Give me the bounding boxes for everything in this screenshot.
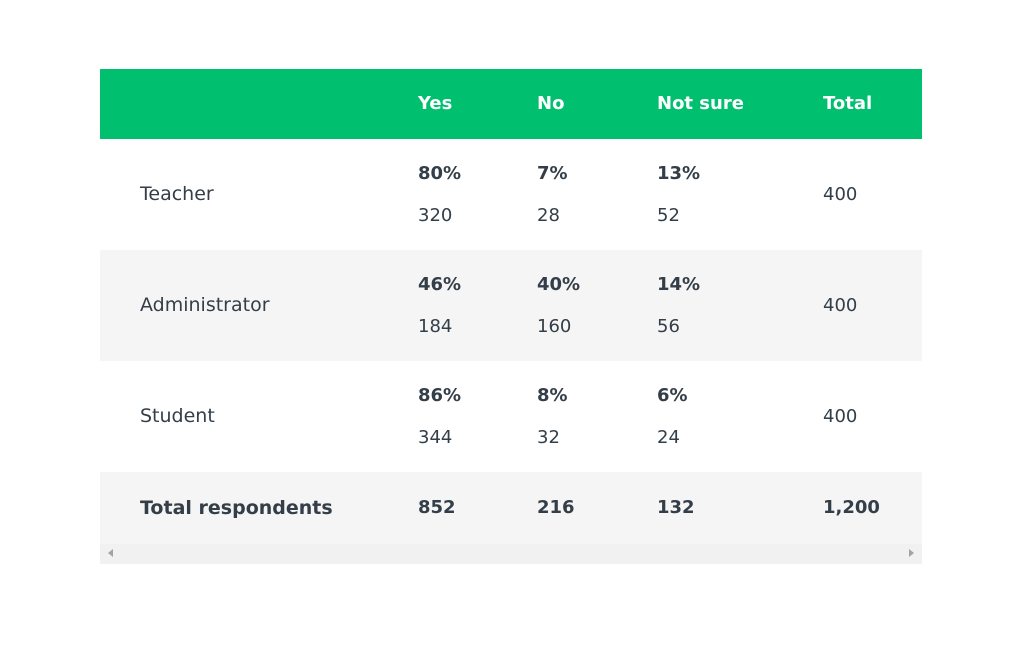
row-label: Teacher bbox=[140, 183, 214, 205]
scroll-right-arrow-icon[interactable] bbox=[909, 549, 914, 557]
percentage: 46% bbox=[418, 274, 462, 295]
count: 160 bbox=[537, 316, 572, 337]
count: 32 bbox=[537, 427, 560, 448]
row-label: Administrator bbox=[140, 294, 270, 316]
count: 24 bbox=[657, 427, 680, 448]
row-total: 400 bbox=[823, 406, 858, 427]
percentage: 8% bbox=[537, 385, 568, 406]
scroll-left-arrow-icon[interactable] bbox=[108, 549, 113, 557]
row-label: Student bbox=[140, 405, 215, 427]
table-row-totals: Total respondents 852 216 132 1,200 bbox=[100, 472, 922, 544]
percentage: 86% bbox=[418, 385, 462, 406]
count: 56 bbox=[657, 316, 680, 337]
total-not-sure: 132 bbox=[657, 497, 695, 518]
count: 52 bbox=[657, 205, 680, 226]
column-header-not-sure: Not sure bbox=[657, 93, 744, 114]
count: 28 bbox=[537, 205, 560, 226]
total-no: 216 bbox=[537, 497, 575, 518]
percentage: 80% bbox=[418, 163, 462, 184]
percentage: 13% bbox=[657, 163, 701, 184]
table-row-student: Student 86% 344 8% 32 6% 24 400 bbox=[100, 361, 922, 472]
totals-label: Total respondents bbox=[140, 497, 333, 519]
results-table: Yes No Not sure Total Teacher 80% 320 7%… bbox=[100, 69, 922, 564]
horizontal-scrollbar[interactable] bbox=[100, 544, 922, 564]
percentage: 7% bbox=[537, 163, 568, 184]
count: 184 bbox=[418, 316, 453, 337]
column-header-total: Total bbox=[823, 93, 873, 114]
count: 344 bbox=[418, 427, 453, 448]
percentage: 40% bbox=[537, 274, 581, 295]
column-header-no: No bbox=[537, 93, 565, 114]
total-yes: 852 bbox=[418, 497, 456, 518]
row-total: 400 bbox=[823, 184, 858, 205]
percentage: 14% bbox=[657, 274, 701, 295]
row-total: 400 bbox=[823, 295, 858, 316]
table-row-teacher: Teacher 80% 320 7% 28 13% 52 400 bbox=[100, 139, 922, 250]
count: 320 bbox=[418, 205, 453, 226]
table-header: Yes No Not sure Total bbox=[100, 69, 922, 139]
percentage: 6% bbox=[657, 385, 688, 406]
grand-total: 1,200 bbox=[823, 497, 880, 518]
column-header-yes: Yes bbox=[418, 93, 453, 114]
table-row-administrator: Administrator 46% 184 40% 160 14% 56 400 bbox=[100, 250, 922, 361]
